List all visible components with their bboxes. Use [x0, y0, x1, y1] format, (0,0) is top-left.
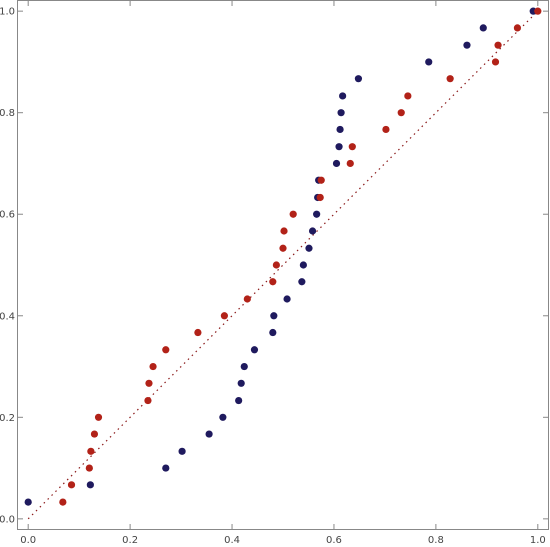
data-point — [86, 481, 94, 489]
x-tick-label: 0.2 — [122, 535, 138, 546]
y-tick-label: 0.2 — [0, 413, 15, 424]
data-point — [219, 413, 227, 421]
series-layer — [24, 7, 542, 506]
data-point — [382, 125, 390, 134]
y-tick-label: 0.6 — [0, 210, 15, 221]
data-point — [335, 143, 343, 151]
data-point — [67, 481, 76, 489]
diagonal-reference-line — [27, 10, 539, 520]
data-point — [94, 413, 103, 421]
data-point — [59, 498, 67, 506]
data-point — [162, 464, 170, 472]
data-point — [337, 109, 345, 117]
data-point — [162, 346, 170, 354]
data-point — [313, 210, 321, 218]
data-point — [194, 328, 202, 337]
data-point — [24, 498, 32, 506]
y-tick-label: 0.8 — [0, 108, 15, 119]
data-point — [534, 7, 542, 15]
data-point — [317, 176, 325, 184]
series-2 — [59, 7, 542, 506]
data-point — [144, 396, 152, 405]
data-point — [404, 92, 412, 100]
data-point — [308, 227, 317, 235]
data-point — [299, 261, 307, 269]
x-tick-label: 0.0 — [20, 535, 36, 546]
data-point — [272, 261, 280, 269]
x-tick-label: 1.0 — [530, 535, 546, 546]
data-point — [85, 464, 93, 472]
data-point — [513, 24, 522, 32]
series-1 — [24, 7, 537, 506]
data-point — [305, 244, 313, 252]
data-point — [243, 295, 251, 303]
data-point — [463, 41, 471, 49]
data-point — [289, 210, 297, 218]
y-tick-label: 1.0 — [0, 7, 15, 18]
data-point — [269, 278, 277, 286]
data-point — [250, 346, 259, 354]
data-point — [220, 312, 228, 320]
data-point — [346, 159, 354, 168]
x-tick-label: 0.6 — [326, 535, 342, 546]
data-point — [348, 143, 356, 151]
data-point — [491, 58, 500, 66]
y-tick-label: 0.4 — [0, 311, 15, 322]
data-point — [279, 244, 287, 252]
data-point — [339, 92, 347, 100]
data-point — [397, 109, 405, 117]
data-point — [90, 430, 99, 438]
data-point — [270, 312, 278, 320]
data-point — [280, 227, 288, 235]
data-point — [240, 362, 248, 371]
data-point — [336, 125, 344, 134]
data-point — [283, 295, 291, 303]
data-point — [149, 362, 157, 371]
x-tick-label: 0.8 — [428, 535, 444, 546]
data-point — [269, 328, 277, 337]
x-tick-label: 0.4 — [224, 535, 240, 546]
data-point — [87, 447, 95, 455]
data-point — [298, 278, 306, 286]
plot-frame — [17, 0, 549, 530]
y-tick-label: 0.0 — [0, 514, 15, 525]
data-point — [354, 75, 363, 83]
data-point — [178, 447, 186, 455]
data-point — [145, 379, 153, 387]
data-point — [494, 41, 502, 49]
data-point — [205, 430, 213, 438]
data-point — [446, 75, 454, 83]
data-point — [316, 193, 324, 202]
data-point — [479, 24, 487, 32]
data-point — [235, 396, 243, 405]
data-point — [237, 379, 245, 387]
data-point — [332, 159, 341, 168]
data-point — [425, 58, 433, 66]
